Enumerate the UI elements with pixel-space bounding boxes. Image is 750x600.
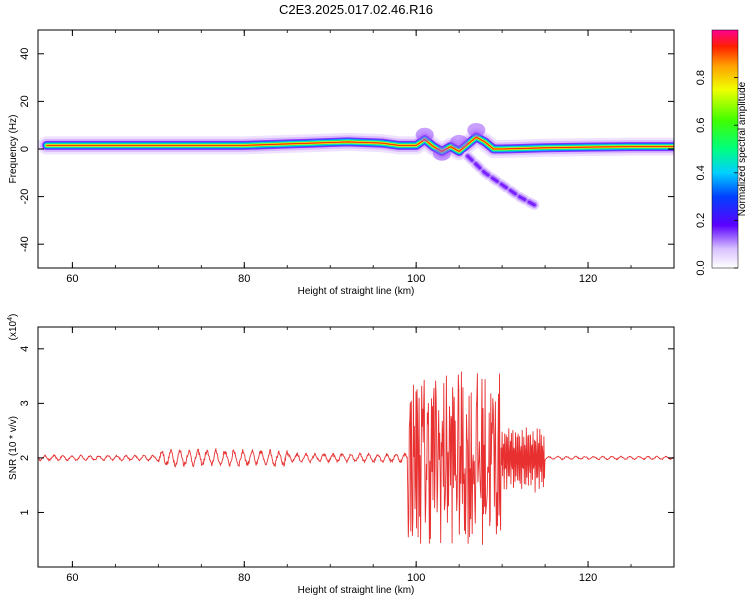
x-tick-label: 100 — [407, 273, 425, 285]
y-tick-label: 40 — [19, 48, 31, 60]
x-tick-label: 100 — [407, 572, 425, 584]
y-tick-label: 2 — [19, 455, 31, 461]
snr-series-line — [38, 371, 674, 545]
spectrogram-x-axis-title: Height of straight line (km) — [298, 286, 415, 297]
snr-panel: 60 80 100 120 1 2 3 4 Height of straight line … — [7, 314, 675, 596]
snr-multiplier-exponent: 4 — [7, 317, 14, 321]
x-tick-label: 120 — [579, 572, 597, 584]
colorbar-title: Normalized spectral amplitude — [737, 81, 748, 216]
colorbar-tick-label: 0.8 — [695, 70, 707, 85]
y-tick-label: 20 — [19, 95, 31, 107]
y-tick-label: 3 — [19, 400, 31, 406]
colorbar-tick-label: 0.0 — [695, 260, 707, 275]
colorbar-tick-label: 0.2 — [695, 213, 707, 228]
spectrogram-x-ticks: 60 80 100 120 — [66, 30, 675, 285]
x-tick-label: 60 — [66, 273, 78, 285]
y-tick-label: 4 — [19, 346, 31, 352]
spectrogram-branch-band — [466, 154, 538, 208]
spectrogram-heatmap — [38, 122, 674, 212]
colorbar-tick-label: 0.6 — [695, 118, 707, 133]
x-tick-label: 80 — [238, 572, 250, 584]
colorbar: 0.0 0.2 0.4 0.6 0.8 Normalized spectral ampl… — [695, 29, 748, 276]
chart-title: C2E3.2025.017.02.46.R16 — [279, 2, 433, 17]
spectrogram-y-axis-title: Frequency (Hz) — [8, 115, 19, 184]
x-tick-label: 120 — [579, 273, 597, 285]
spectrogram-y-ticks: 40 20 0 -20 -40 — [19, 48, 674, 252]
snr-x-ticks: 60 80 100 120 — [66, 327, 675, 584]
snr-y-ticks: 1 2 3 4 — [19, 346, 674, 516]
spectrogram-panel: 60 80 100 120 40 20 0 -20 -40 Height of straigh… — [8, 29, 675, 297]
y-tick-label: -20 — [19, 189, 31, 205]
x-tick-label: 80 — [238, 273, 250, 285]
x-tick-label: 60 — [66, 572, 78, 584]
y-tick-label: 1 — [19, 509, 31, 515]
colorbar-ticks: 0.0 0.2 0.4 0.6 0.8 — [695, 70, 738, 276]
spectrogram-burst — [450, 134, 469, 149]
snr-y-multiplier: (x104) — [7, 314, 19, 341]
svg-text:(x104): (x104) — [7, 314, 19, 341]
spectrogram-burst — [467, 122, 486, 137]
colorbar-tick-label: 0.4 — [695, 165, 707, 180]
snr-frame — [37, 326, 675, 568]
y-tick-label: -40 — [19, 236, 31, 252]
spectrogram-burst — [432, 146, 451, 161]
spectrogram-burst — [415, 127, 434, 142]
snr-multiplier-close: ) — [8, 314, 19, 317]
snr-x-axis-title: Height of straight line (km) — [298, 585, 415, 596]
colorbar-gradient — [711, 29, 739, 269]
snr-multiplier-base: (x10 — [8, 320, 19, 340]
y-tick-label: 0 — [19, 146, 31, 152]
snr-y-axis-title: SNR (10 * v/v) — [8, 416, 19, 480]
